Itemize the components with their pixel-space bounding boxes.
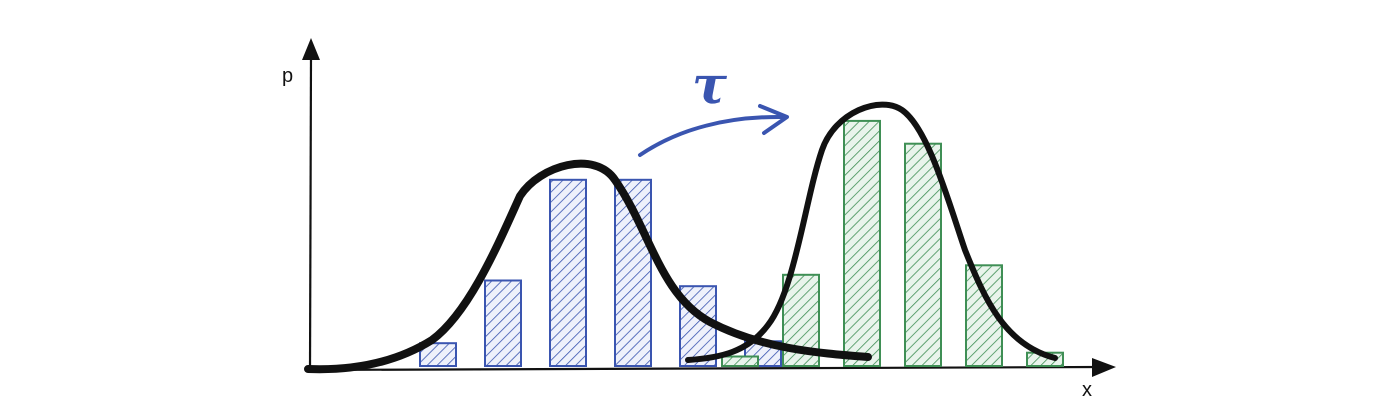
x-axis-line: [305, 367, 1100, 370]
source-bar-2: [485, 281, 521, 367]
transform-arrow-head-icon: [760, 106, 787, 133]
transform-label: τ: [692, 55, 728, 116]
transform-arrow-curve: [640, 117, 785, 155]
target-bar-3: [844, 121, 880, 366]
y-axis-line: [310, 55, 311, 370]
x-axis-arrow-icon: [1092, 358, 1116, 377]
y-axis-arrow-icon: [302, 38, 320, 60]
target-bar-1: [722, 357, 758, 367]
transform-arrow: τ: [640, 55, 787, 155]
target-bar-4: [905, 144, 941, 366]
y-axis-label: p: [282, 65, 293, 87]
x-axis-label: x: [1082, 379, 1092, 401]
source-histogram: [420, 180, 781, 366]
source-bar-3: [550, 180, 586, 366]
